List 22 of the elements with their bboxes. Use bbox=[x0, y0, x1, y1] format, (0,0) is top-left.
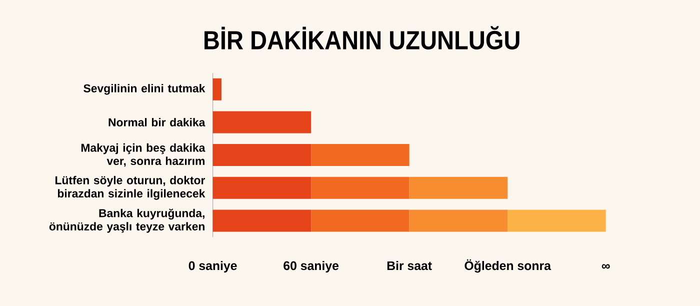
y-tick-label: Lütfen söyle oturun, doktor birazdan sizinle ilgilenecek bbox=[55, 176, 206, 200]
bar bbox=[311, 144, 410, 166]
bar bbox=[212, 144, 312, 166]
text: Öğleden sonra bbox=[464, 259, 552, 272]
bar bbox=[212, 78, 222, 100]
y-tick-label: Normal bir dakika bbox=[108, 118, 206, 126]
chart-title: BİR DAKİKANIN UZUNLUĞU bbox=[204, 26, 520, 50]
y-tick-label: Banka kuyruğunda, önünüzde yaşlı teyze varken bbox=[49, 208, 204, 233]
text: Bir saat bbox=[387, 260, 432, 270]
text: ∞ bbox=[602, 264, 610, 269]
bar bbox=[409, 176, 508, 199]
bar bbox=[212, 111, 312, 134]
text: 0 saniye bbox=[188, 260, 237, 272]
bar bbox=[212, 210, 312, 232]
bar bbox=[508, 210, 606, 232]
bar bbox=[212, 176, 312, 199]
bar bbox=[409, 210, 508, 232]
y-tick-label: Sevgilinin elini tutmak bbox=[84, 84, 206, 95]
bar bbox=[311, 176, 410, 199]
text: 60 saniye bbox=[284, 260, 339, 272]
bar bbox=[311, 210, 410, 232]
y-tick-label: Makyaj için beş dakika ver, sonra hazırım bbox=[81, 143, 206, 167]
